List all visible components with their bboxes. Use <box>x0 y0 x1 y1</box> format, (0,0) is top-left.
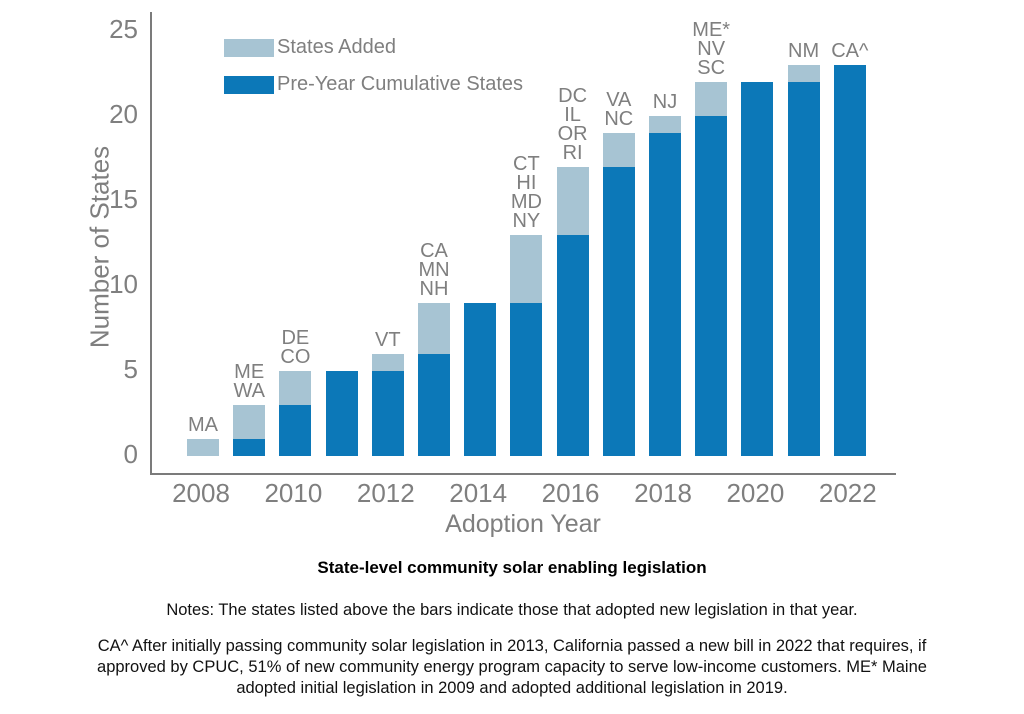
bar-2009-states-label: ME WA <box>233 361 265 402</box>
state-label-line: DC <box>558 85 588 107</box>
legend: States Added Pre-Year Cumulative States <box>224 36 523 110</box>
state-label-line: NH <box>419 278 449 300</box>
y-tick-5: 5 <box>123 354 138 384</box>
legend-swatch-added <box>224 38 274 57</box>
y-tick-15: 15 <box>109 184 138 214</box>
chart-notes: Notes: The states listed above the bars … <box>166 601 858 619</box>
legend-item-states-added: States Added <box>224 36 523 59</box>
bar-2016-states-label: DC IL OR RI <box>557 85 588 164</box>
state-label-line: HI <box>516 172 537 194</box>
bar-2010-added-segment <box>279 371 312 405</box>
bar-2018-states-label: NJ <box>652 91 678 113</box>
bar-2008-added-segment <box>187 439 219 456</box>
bar-2013-states-label: CA MN NH <box>418 240 450 300</box>
bar-2015-states-label: CT HI MD NY <box>510 153 542 232</box>
chart-footnote: CA^ After initially passing community so… <box>0 636 1024 699</box>
bar-2018-added-segment <box>649 116 681 133</box>
bar-2009-added-segment <box>233 405 266 439</box>
legend-label-added: States Added <box>277 36 396 58</box>
state-label-line: MA <box>188 414 218 436</box>
state-label-line: NC <box>604 108 634 130</box>
state-label-line: VA <box>606 89 632 111</box>
state-label-line: SC <box>697 57 726 79</box>
bar-2016-cumulative-segment <box>556 235 589 456</box>
bar-2020-cumulative-segment <box>741 82 774 456</box>
bar-2013-added-segment <box>418 303 450 354</box>
legend-item-cumulative: Pre-Year Cumulative States <box>224 73 523 96</box>
state-label-line: IL <box>564 104 581 126</box>
y-tick-20: 20 <box>109 99 138 129</box>
state-label-line: WA <box>233 380 265 402</box>
bar-2012-added-segment <box>371 354 404 371</box>
state-label-line: DE <box>281 327 310 349</box>
x-tick-2012: 2012 <box>356 478 415 508</box>
bar-2011-cumulative-segment <box>325 371 358 456</box>
bar-2015-added-segment <box>510 235 543 303</box>
bar-2017-cumulative-segment <box>602 167 635 456</box>
state-label-line: MN <box>418 259 450 281</box>
bar-2010-states-label: DE CO <box>280 327 311 368</box>
bar-2014-cumulative-segment <box>464 303 497 456</box>
bar-2021-states-label: NM <box>788 40 820 62</box>
bar-2016-added-segment <box>556 167 589 235</box>
x-tick-2018: 2018 <box>634 478 692 508</box>
bar-2010-cumulative-segment <box>279 405 312 456</box>
legend-label-cumulative: Pre-Year Cumulative States <box>277 73 524 95</box>
bar-2019-states-label: ME* NV SC <box>692 19 731 79</box>
y-tick-25: 25 <box>109 14 138 44</box>
bar-2013-cumulative-segment <box>418 354 450 456</box>
state-label-line: OR <box>557 123 588 145</box>
bar-2021-cumulative-segment <box>787 82 820 456</box>
x-tick-2008: 2008 <box>172 478 230 508</box>
bar-2012-cumulative-segment <box>371 371 404 456</box>
chart-title: State-level community solar enabling leg… <box>317 558 707 577</box>
plot-area: States Added Pre-Year Cumulative States … <box>150 12 896 475</box>
state-label-line: NJ <box>652 91 678 113</box>
bar-2017-states-label: VA NC <box>604 89 634 130</box>
footnote-line-2: approved by CPUC, 51% of new community e… <box>97 658 927 676</box>
state-label-line: VT <box>375 329 401 351</box>
footnote-line-3: adopted initial legislation in 2009 and … <box>236 679 788 697</box>
bar-2019-added-segment <box>695 82 728 116</box>
x-tick-2010: 2010 <box>264 478 323 508</box>
x-tick-2014: 2014 <box>449 478 508 508</box>
bar-2019-cumulative-segment <box>695 116 728 456</box>
state-label-line: CA^ <box>831 40 869 62</box>
y-axis-title: Number of States <box>84 145 115 349</box>
y-tick-0: 0 <box>123 439 138 469</box>
legend-swatch-cumulative <box>224 75 274 94</box>
bar-2017-added-segment <box>602 133 635 167</box>
state-label-line: NM <box>788 40 820 62</box>
bar-2009-cumulative-segment <box>233 439 266 456</box>
bar-2018-cumulative-segment <box>649 133 681 456</box>
x-tick-2016: 2016 <box>541 478 600 508</box>
bar-2015-cumulative-segment <box>510 303 543 456</box>
state-label-line: ME* <box>692 19 731 41</box>
bar-2008-states-label: MA <box>188 414 218 436</box>
bar-2022-states-label: CA^ <box>831 40 869 62</box>
footnote-line-1: CA^ After initially passing community so… <box>97 637 927 655</box>
state-label-line: CO <box>280 346 311 368</box>
x-tick-2022: 2022 <box>818 478 877 508</box>
x-axis-title: Adoption Year <box>445 510 601 538</box>
x-tick-2020: 2020 <box>726 478 785 508</box>
bar-2012-states-label: VT <box>375 329 401 351</box>
y-tick-10: 10 <box>109 269 138 299</box>
bar-2021-added-segment <box>787 65 820 82</box>
state-label-line: NY <box>512 210 541 232</box>
state-label-line: RI <box>562 142 583 164</box>
bar-2022-cumulative-segment <box>833 65 866 456</box>
state-label-line: MD <box>510 191 542 213</box>
state-label-line: CA <box>420 240 448 262</box>
state-label-line: CT <box>513 153 540 175</box>
state-label-line: NV <box>697 38 726 60</box>
state-label-line: ME <box>234 361 265 383</box>
